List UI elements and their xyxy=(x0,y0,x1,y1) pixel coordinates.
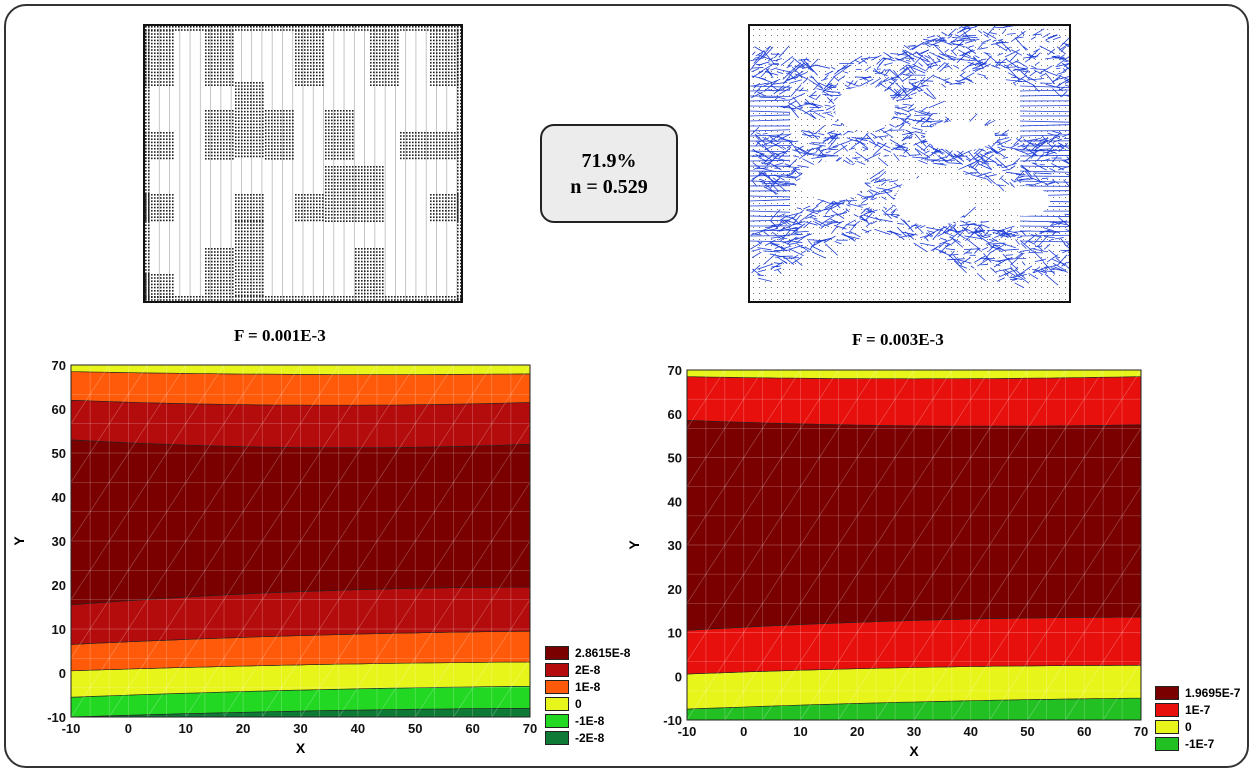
x-axis-label: X xyxy=(909,743,919,759)
mesh-dot-blocks xyxy=(145,26,461,301)
y-tick-label: 20 xyxy=(52,578,66,593)
legend-label: 0 xyxy=(575,696,582,711)
y-axis-label: Y xyxy=(626,540,642,550)
y-tick-label: 10 xyxy=(52,622,66,637)
legend-entry: 2E-8 xyxy=(545,661,630,678)
velocity-vector-panel xyxy=(748,24,1071,303)
legend-swatch xyxy=(1155,719,1179,734)
x-tick-label: 10 xyxy=(793,724,807,739)
x-tick-label: 0 xyxy=(740,724,747,739)
porosity-info-box: 71.9% n = 0.529 xyxy=(540,124,678,223)
y-tick-label: 30 xyxy=(52,534,66,549)
legend-swatch xyxy=(1155,736,1179,751)
x-tick-label: 0 xyxy=(125,721,132,736)
tick-labels: -10 0 10 20 30 40 50 60 70 -10 0 10 20 30 40 50 60 70 xyxy=(663,363,1148,739)
x-tick-label: 20 xyxy=(850,724,864,739)
y-tick-label: 0 xyxy=(59,666,66,681)
y-tick-label: 50 xyxy=(52,446,66,461)
x-tick-label: 20 xyxy=(236,721,250,736)
figure-frame xyxy=(4,4,1249,768)
plot-border xyxy=(70,364,531,718)
legend-label: -1E-8 xyxy=(575,713,605,728)
legend-label: 1E-7 xyxy=(1185,702,1211,717)
y-tick-label: 40 xyxy=(52,490,66,505)
y-tick-label: 0 xyxy=(675,669,682,684)
legend-left: 2.8615E-8 2E-8 1E-8 0 -1E-8 -2E-8 xyxy=(545,644,630,746)
legend-label: 2E-8 xyxy=(575,662,601,677)
mesh-overlay xyxy=(625,369,1155,721)
tick-labels: -10 0 10 20 30 40 50 60 70 -10 0 10 20 30 40 50 60 70 xyxy=(47,358,537,736)
contour-chart-left: -10 0 10 20 30 40 50 60 70 -10 0 10 20 30 40 50 60 70 X Y xyxy=(10,358,540,756)
contour-bands xyxy=(686,369,1142,721)
legend-entry: -1E-8 xyxy=(545,712,630,729)
x-tick-label: 40 xyxy=(964,724,978,739)
legend-right: 1.9695E-7 1E-7 0 -1E-7 xyxy=(1155,684,1240,752)
legend-label: 2.8615E-8 xyxy=(575,645,631,660)
legend-swatch xyxy=(545,662,569,677)
y-tick-label: -10 xyxy=(47,710,66,725)
legend-label: 1E-8 xyxy=(575,679,601,694)
legend-swatch xyxy=(1155,685,1179,700)
legend-label: -1E-7 xyxy=(1185,736,1215,751)
legend-swatch xyxy=(545,679,569,694)
x-tick-label: 50 xyxy=(408,721,422,736)
velocity-vector-graphic xyxy=(750,26,1069,300)
x-tick-label: 10 xyxy=(179,721,193,736)
vector-field xyxy=(750,26,1069,289)
legend-entry: 1E-8 xyxy=(545,678,630,695)
x-axis-label: X xyxy=(296,740,306,756)
y-tick-label: 30 xyxy=(668,538,682,553)
legend-entry: -1E-7 xyxy=(1155,735,1240,752)
legend-entry: 1E-7 xyxy=(1155,701,1240,718)
solid-obstacles xyxy=(800,86,1050,226)
x-tick-label: 60 xyxy=(465,721,479,736)
y-tick-label: 20 xyxy=(668,582,682,597)
left-chart-title: F = 0.001E-3 xyxy=(234,326,326,345)
y-tick-label: 10 xyxy=(668,626,682,641)
legend-entry: 2.8615E-8 xyxy=(545,644,630,661)
y-tick-label: 60 xyxy=(52,402,66,417)
legend-swatch xyxy=(545,713,569,728)
x-tick-label: 70 xyxy=(523,721,537,736)
mesh-pattern-graphic xyxy=(145,26,461,301)
y-tick-label: 70 xyxy=(52,358,66,373)
x-tick-label: 50 xyxy=(1020,724,1034,739)
legend-swatch xyxy=(1155,702,1179,717)
x-tick-label: 30 xyxy=(907,724,921,739)
x-tick-label: -10 xyxy=(678,724,697,739)
legend-swatch xyxy=(545,645,569,660)
y-tick-label: 40 xyxy=(668,494,682,509)
n-value: n = 0.529 xyxy=(570,175,648,198)
legend-entry: 1.9695E-7 xyxy=(1155,684,1240,701)
legend-label: 1.9695E-7 xyxy=(1185,685,1241,700)
y-tick-label: -10 xyxy=(663,713,682,728)
x-tick-label: 60 xyxy=(1077,724,1091,739)
x-tick-label: 40 xyxy=(351,721,365,736)
mesh-lines xyxy=(148,26,458,301)
y-tick-label: 50 xyxy=(668,451,682,466)
plot-border xyxy=(686,369,1142,721)
x-tick-label: -10 xyxy=(62,721,81,736)
x-tick-label: 70 xyxy=(1134,724,1148,739)
legend-entry: 0 xyxy=(1155,718,1240,735)
contour-bands xyxy=(70,364,531,718)
y-axis-label: Y xyxy=(11,536,27,546)
legend-entry: 0 xyxy=(545,695,630,712)
right-chart-title: F = 0.003E-3 xyxy=(852,330,944,349)
mesh-pattern-panel xyxy=(143,24,463,303)
legend-swatch xyxy=(545,730,569,745)
legend-label: -2E-8 xyxy=(575,730,605,745)
x-tick-label: 30 xyxy=(293,721,307,736)
legend-entry: -2E-8 xyxy=(545,729,630,746)
legend-label: 0 xyxy=(1185,719,1192,734)
y-tick-label: 60 xyxy=(668,407,682,422)
contour-chart-right: -10 0 10 20 30 40 50 60 70 -10 0 10 20 30 40 50 60 70 X Y xyxy=(625,363,1155,759)
porosity-percent: 71.9% xyxy=(581,149,637,172)
y-tick-label: 70 xyxy=(668,363,682,378)
legend-swatch xyxy=(545,696,569,711)
